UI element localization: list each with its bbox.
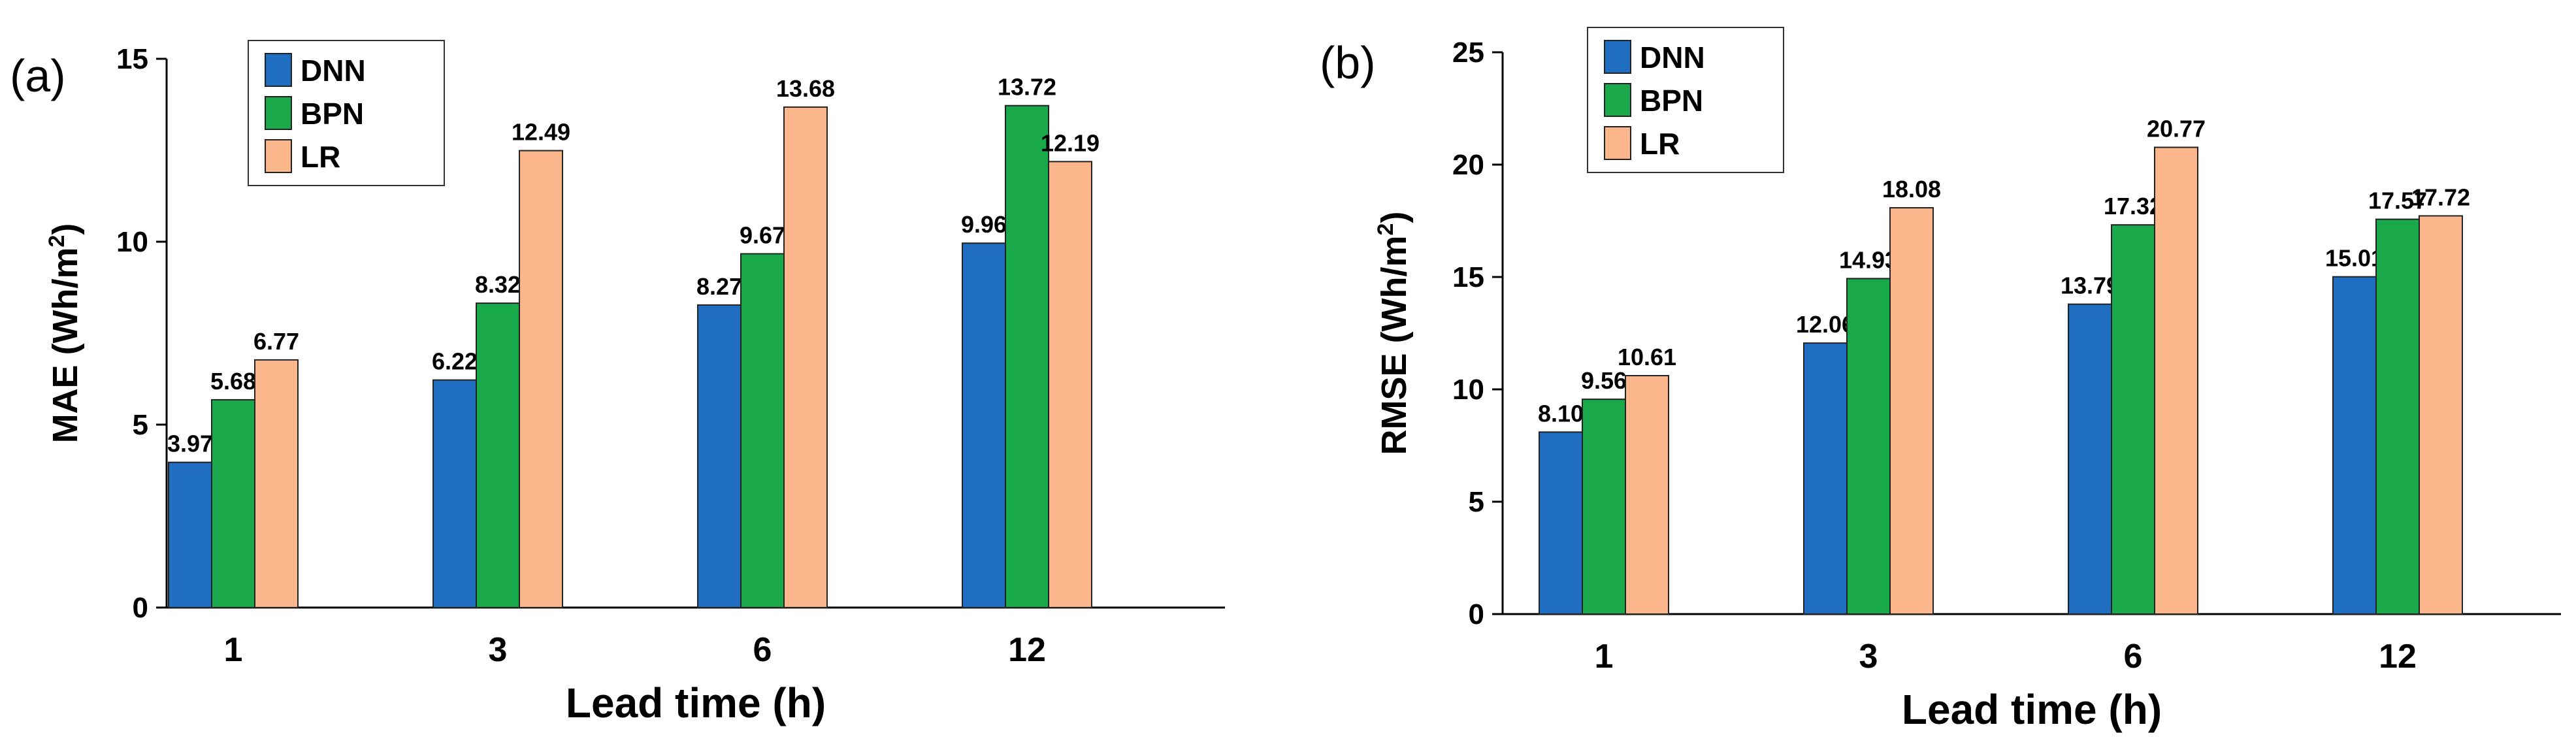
y-tick-label: 10 (116, 226, 148, 258)
x-tick-label: 3 (1859, 638, 1878, 675)
data-label: 8.10 (1538, 400, 1584, 427)
y-tick-label: 0 (133, 592, 148, 624)
legend-swatch-lr (1604, 126, 1631, 160)
data-label: 17.32 (2104, 193, 2162, 220)
legend-swatch-dnn (265, 53, 292, 87)
data-label: 9.67 (740, 221, 785, 248)
y-tick-label: 15 (116, 43, 148, 75)
x-tick-label: 3 (489, 631, 508, 669)
bar-lr-12 (1048, 161, 1092, 609)
data-label: 17.72 (2411, 184, 2470, 210)
data-label: 20.77 (2147, 116, 2206, 142)
legend-swatch-bpn (265, 96, 292, 130)
bar-bpn-3 (476, 302, 520, 608)
bar-lr-1 (1625, 375, 1669, 615)
bar-dnn-3 (432, 379, 477, 608)
bar-lr-3 (519, 150, 563, 608)
y-axis-title-close: ) (46, 223, 85, 235)
x-tick-label: 1 (1595, 638, 1614, 675)
data-label: 3.97 (167, 431, 213, 457)
y-tick-label: 15 (1452, 261, 1484, 293)
bar-dnn-12 (2332, 276, 2377, 615)
data-label: 9.56 (1581, 367, 1627, 394)
y-axis-title: RMSE (Wh/m2) (1373, 212, 1414, 455)
data-label: 8.27 (696, 273, 742, 300)
bar-lr-3 (1889, 207, 1934, 615)
data-label: 10.61 (1618, 344, 1676, 370)
y-axis-title-superscript: 2 (1373, 223, 1398, 236)
data-label: 5.68 (210, 368, 256, 395)
y-tick-label: 25 (1452, 37, 1484, 69)
data-label: 18.08 (1882, 176, 1941, 203)
bar-lr-12 (2419, 215, 2463, 615)
panel-label: (a) (10, 50, 66, 101)
y-tick-label: 0 (1469, 598, 1484, 630)
bar-dnn-12 (962, 242, 1006, 608)
x-axis-title: Lead time (h) (566, 679, 826, 726)
x-tick-label: 6 (753, 631, 772, 669)
bar-lr-6 (783, 106, 828, 609)
data-label: 12.06 (1796, 311, 1855, 338)
data-label: 14.93 (1839, 246, 1898, 273)
x-tick-label: 1 (224, 631, 243, 669)
bar-dnn-3 (1803, 342, 1848, 615)
panel-label: (b) (1320, 37, 1376, 88)
y-tick-label: 10 (1452, 374, 1484, 406)
bar-bpn-1 (1582, 398, 1626, 615)
y-axis-title-main: MAE (Wh/m (46, 247, 85, 443)
y-tick-label: 20 (1452, 149, 1484, 181)
data-label: 12.49 (512, 119, 570, 146)
y-axis-title-close: ) (1375, 212, 1414, 223)
x-axis-title: Lead time (h) (1902, 686, 2162, 733)
bar-bpn-6 (2111, 224, 2155, 615)
bar-bpn-12 (1005, 105, 1049, 608)
bar-dnn-6 (2068, 303, 2112, 615)
data-label: 6.22 (432, 348, 478, 375)
y-axis-title: MAE (Wh/m2) (44, 223, 85, 444)
legend-swatch-dnn (1604, 40, 1631, 74)
y-axis-title-main: RMSE (Wh/m (1375, 235, 1414, 455)
bar-lr-6 (2154, 146, 2198, 615)
legend-label-dnn: DNN (301, 54, 366, 88)
bar-bpn-3 (1846, 278, 1891, 615)
chart-panel-b: (b) 0 5 10 15 20 25 1 3 6 12 8.10 12.06 13.79 15.01 9.5… (1320, 27, 2561, 733)
bar-dnn-1 (1539, 431, 1583, 615)
bar-dnn-6 (697, 304, 742, 608)
legend: DNN BPN LR (248, 40, 445, 186)
x-tick-label: 6 (2124, 638, 2143, 675)
legend-label-bpn: BPN (1640, 84, 1703, 118)
x-tick-label: 12 (2379, 638, 2417, 675)
legend: DNN BPN LR (1587, 27, 1784, 173)
bar-lr-1 (254, 359, 299, 608)
legend-label-lr: LR (1640, 127, 1680, 161)
data-label: 15.01 (2325, 245, 2384, 272)
data-label: 13.72 (998, 74, 1056, 101)
bar-bpn-12 (2375, 218, 2420, 615)
data-label: 8.32 (475, 271, 521, 298)
data-label: 13.79 (2061, 272, 2119, 299)
bar-bpn-6 (740, 253, 785, 609)
chart-panel-a: (a) 0 5 10 15 1 3 6 12 3.97 6.22 8.27 9.96 5.68 8.32 9.… (10, 40, 1225, 726)
legend-swatch-lr (265, 139, 292, 173)
data-label: 9.96 (961, 211, 1007, 238)
legend-label-dnn: DNN (1640, 41, 1705, 74)
data-label: 12.19 (1041, 129, 1100, 156)
legend-label-bpn: BPN (301, 97, 364, 131)
x-tick-label: 12 (1008, 631, 1046, 669)
data-label: 6.77 (253, 328, 299, 355)
bar-dnn-1 (168, 461, 212, 608)
y-tick-label: 5 (1469, 486, 1484, 518)
legend-label-lr: LR (301, 140, 340, 174)
legend-swatch-bpn (1604, 83, 1631, 117)
data-label: 17.57 (2368, 187, 2427, 214)
bar-bpn-1 (211, 398, 255, 608)
y-tick-label: 5 (133, 409, 148, 441)
y-axis-title-superscript: 2 (44, 235, 69, 248)
data-label: 13.68 (776, 75, 835, 102)
